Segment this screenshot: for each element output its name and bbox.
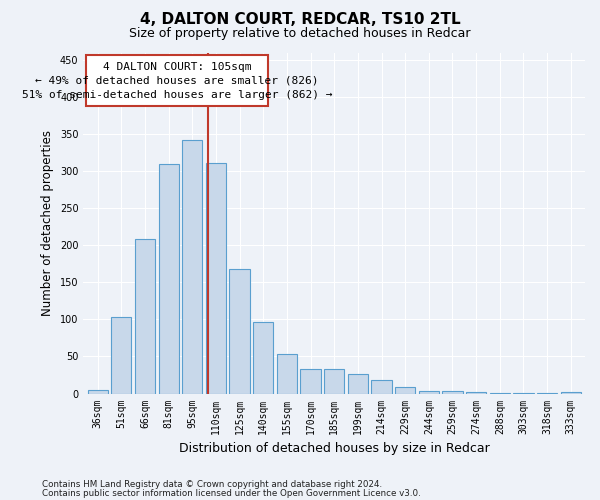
Bar [229,269,250,394]
Bar [537,393,557,394]
Bar [111,317,131,394]
Text: 51% of semi-detached houses are larger (862) →: 51% of semi-detached houses are larger (… [22,90,332,100]
Bar [395,387,415,394]
Bar [442,390,463,394]
Bar [371,380,392,394]
Bar [135,240,155,394]
Bar [561,392,581,394]
Bar [514,393,533,394]
Bar [324,369,344,394]
Bar [253,322,273,394]
Bar [348,374,368,394]
Bar [419,390,439,394]
FancyBboxPatch shape [86,56,268,106]
Bar [88,390,107,394]
Text: 4 DALTON COURT: 105sqm: 4 DALTON COURT: 105sqm [103,62,251,72]
Bar [206,163,226,394]
Bar [277,354,297,394]
Text: 4, DALTON COURT, REDCAR, TS10 2TL: 4, DALTON COURT, REDCAR, TS10 2TL [140,12,460,28]
Text: Contains HM Land Registry data © Crown copyright and database right 2024.: Contains HM Land Registry data © Crown c… [42,480,382,489]
X-axis label: Distribution of detached houses by size in Redcar: Distribution of detached houses by size … [179,442,490,455]
Y-axis label: Number of detached properties: Number of detached properties [41,130,55,316]
Text: Size of property relative to detached houses in Redcar: Size of property relative to detached ho… [129,28,471,40]
Bar [158,164,179,394]
Text: Contains public sector information licensed under the Open Government Licence v3: Contains public sector information licen… [42,490,421,498]
Bar [182,140,202,394]
Text: ← 49% of detached houses are smaller (826): ← 49% of detached houses are smaller (82… [35,76,319,86]
Bar [301,369,320,394]
Bar [490,393,510,394]
Bar [466,392,486,394]
